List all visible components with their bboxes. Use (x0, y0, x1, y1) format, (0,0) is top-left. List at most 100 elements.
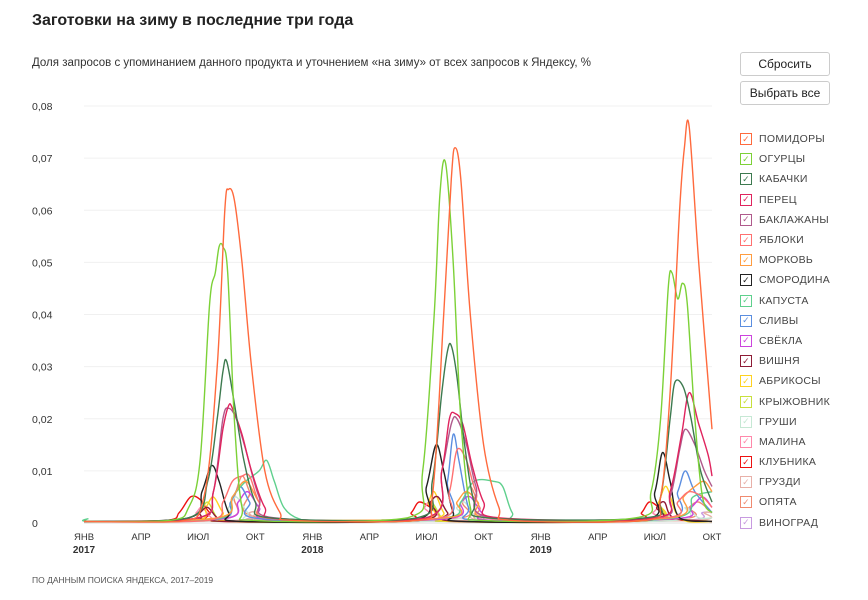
x-tick-label: ОКТ (474, 532, 493, 543)
legend-label: ОГУРЦЫ (759, 153, 806, 166)
x-year-label: 2018 (301, 545, 324, 556)
legend-item[interactable]: ✓ МОРКОВЬ (740, 250, 830, 270)
legend-item[interactable]: ✓ КЛУБНИКА (740, 452, 830, 472)
legend-label: МАЛИНА (759, 435, 806, 448)
x-year-label: 2017 (73, 545, 96, 556)
chart-subtitle: Доля запросов с упоминанием данного прод… (32, 57, 591, 69)
x-tick-label: ЯНВ (302, 532, 322, 543)
legend-item[interactable]: ✓ КАБАЧКИ (740, 169, 830, 189)
legend-label: КАПУСТА (759, 294, 809, 307)
legend-checkbox[interactable]: ✓ (740, 193, 752, 206)
series-line-СМОРОДИНА (83, 444, 713, 524)
series-line-ЯБЛОКИ (83, 447, 713, 523)
legend-checkbox[interactable]: ✓ (740, 133, 752, 146)
select-all-button[interactable]: Выбрать все (740, 81, 830, 105)
legend-item[interactable]: ✓ ЯБЛОКИ (740, 230, 830, 250)
reset-button[interactable]: Сбросить (740, 52, 830, 76)
legend-label: ОПЯТА (759, 496, 797, 509)
x-tick-label: ОКТ (703, 532, 722, 543)
legend-item[interactable]: ✓ СЛИВЫ (740, 311, 830, 331)
y-tick-label: 0,01 (32, 466, 53, 478)
legend-label: СМОРОДИНА (759, 274, 831, 287)
legend-label: СЛИВЫ (759, 314, 799, 327)
legend-checkbox[interactable]: ✓ (740, 395, 752, 408)
x-tick-label: ЯНВ (74, 532, 94, 543)
legend-item[interactable]: ✓ ОПЯТА (740, 492, 830, 512)
legend-item[interactable]: ✓ ВИНОГРАД (740, 513, 830, 533)
legend-item[interactable]: ✓ ПЕРЕЦ (740, 190, 830, 210)
legend-checkbox[interactable]: ✓ (740, 334, 752, 347)
legend-label: АБРИКОСЫ (759, 375, 821, 388)
legend-item[interactable]: ✓ ГРУЗДИ (740, 472, 830, 492)
x-tick-label: ЯНВ (531, 532, 551, 543)
y-tick-label: 0,05 (32, 257, 53, 269)
legend-label: ВИШНЯ (759, 355, 800, 368)
legend-item[interactable]: ✓ АБРИКОСЫ (740, 371, 830, 391)
legend-checkbox[interactable]: ✓ (740, 213, 752, 226)
legend-checkbox[interactable]: ✓ (740, 274, 752, 287)
x-tick-label: ИЮЛ (644, 532, 666, 543)
series-line-МАЛИНА (83, 501, 713, 523)
series-line-КАПУСТА (81, 459, 713, 523)
legend-label: ПЕРЕЦ (759, 193, 797, 206)
y-tick-label: 0,03 (32, 362, 53, 374)
legend-label: СВЁКЛА (759, 334, 803, 347)
legend-item[interactable]: ✓ ГРУШИ (740, 412, 830, 432)
series-line-АБРИКОСЫ (83, 485, 713, 524)
series-line-СЛИВЫ (83, 433, 713, 523)
legend-item[interactable]: ✓ ОГУРЦЫ (740, 149, 830, 169)
legend-checkbox[interactable]: ✓ (740, 496, 752, 509)
legend: ✓ ПОМИДОРЫ ✓ ОГУРЦЫ ✓ КАБАЧКИ ✓ ПЕРЕЦ ✓ БАКЛАЖАНЫ… (740, 129, 830, 533)
series-line-БАКЛАЖАНЫ (83, 407, 713, 523)
legend-label: ГРУШИ (759, 415, 797, 428)
legend-checkbox[interactable]: ✓ (740, 254, 752, 267)
y-tick-label: 0,04 (32, 310, 53, 322)
page-title: Заготовки на зиму в последние три года (32, 12, 354, 29)
x-tick-label: АПР (360, 532, 379, 543)
legend-item[interactable]: ✓ КРЫЖОВНИК (740, 391, 830, 411)
legend-item[interactable]: ✓ КАПУСТА (740, 291, 830, 311)
legend-label: ЯБЛОКИ (759, 234, 804, 247)
legend-label: КАБАЧКИ (759, 173, 808, 186)
series-line-ПОМИДОРЫ (83, 119, 713, 523)
legend-checkbox[interactable]: ✓ (740, 435, 752, 448)
legend-checkbox[interactable]: ✓ (740, 415, 752, 428)
x-tick-label: АПР (131, 532, 150, 543)
legend-checkbox[interactable]: ✓ (740, 516, 752, 529)
x-year-label: 2019 (530, 545, 553, 556)
legend-label: КРЫЖОВНИК (759, 395, 830, 408)
legend-item[interactable]: ✓ СВЁКЛА (740, 331, 830, 351)
series-line-КАБАЧКИ (83, 342, 713, 523)
series-line-СВЁКЛА (83, 490, 713, 523)
legend-label: ГРУЗДИ (759, 476, 801, 489)
legend-checkbox[interactable]: ✓ (740, 476, 752, 489)
series-line-КЛУБНИКА (83, 495, 713, 523)
x-tick-label: АПР (588, 532, 607, 543)
y-tick-label: 0,08 (32, 101, 53, 113)
legend-label: БАКЛАЖАНЫ (759, 213, 829, 226)
legend-checkbox[interactable]: ✓ (740, 234, 752, 247)
source-note: ПО ДАННЫМ ПОИСКА ЯНДЕКСА, 2017–2019 (32, 575, 214, 585)
legend-item[interactable]: ✓ БАКЛАЖАНЫ (740, 210, 830, 230)
legend-label: ВИНОГРАД (759, 516, 819, 529)
legend-item[interactable]: ✓ СМОРОДИНА (740, 270, 830, 290)
x-tick-label: ОКТ (246, 532, 265, 543)
legend-checkbox[interactable]: ✓ (740, 375, 752, 388)
legend-checkbox[interactable]: ✓ (740, 153, 752, 166)
y-tick-label: 0 (32, 518, 38, 530)
legend-item[interactable]: ✓ ПОМИДОРЫ (740, 129, 830, 149)
y-tick-label: 0,02 (32, 414, 53, 426)
y-tick-label: 0,06 (32, 205, 53, 217)
legend-label: КЛУБНИКА (759, 456, 817, 469)
legend-checkbox[interactable]: ✓ (740, 173, 752, 186)
legend-checkbox[interactable]: ✓ (740, 355, 752, 368)
legend-checkbox[interactable]: ✓ (740, 456, 752, 469)
legend-item[interactable]: ✓ ВИШНЯ (740, 351, 830, 371)
legend-checkbox[interactable]: ✓ (740, 294, 752, 307)
legend-checkbox[interactable]: ✓ (740, 314, 752, 327)
series-line-ОГУРЦЫ (83, 159, 713, 523)
legend-item[interactable]: ✓ МАЛИНА (740, 432, 830, 452)
legend-label: ПОМИДОРЫ (759, 133, 825, 146)
